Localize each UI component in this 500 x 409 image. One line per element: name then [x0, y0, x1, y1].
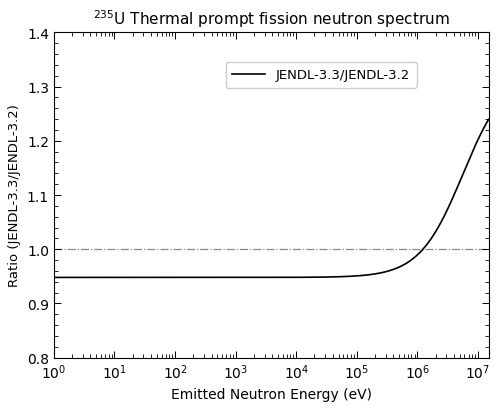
Legend: JENDL-3.3/JENDL-3.2: JENDL-3.3/JENDL-3.2 [226, 63, 416, 89]
Title: $^{235}$U Thermal prompt fission neutron spectrum: $^{235}$U Thermal prompt fission neutron… [93, 8, 450, 30]
X-axis label: Emitted Neutron Energy (eV): Emitted Neutron Energy (eV) [170, 387, 372, 401]
Y-axis label: Ratio (JENDL-3.3/JENDL-3.2): Ratio (JENDL-3.3/JENDL-3.2) [8, 104, 22, 287]
